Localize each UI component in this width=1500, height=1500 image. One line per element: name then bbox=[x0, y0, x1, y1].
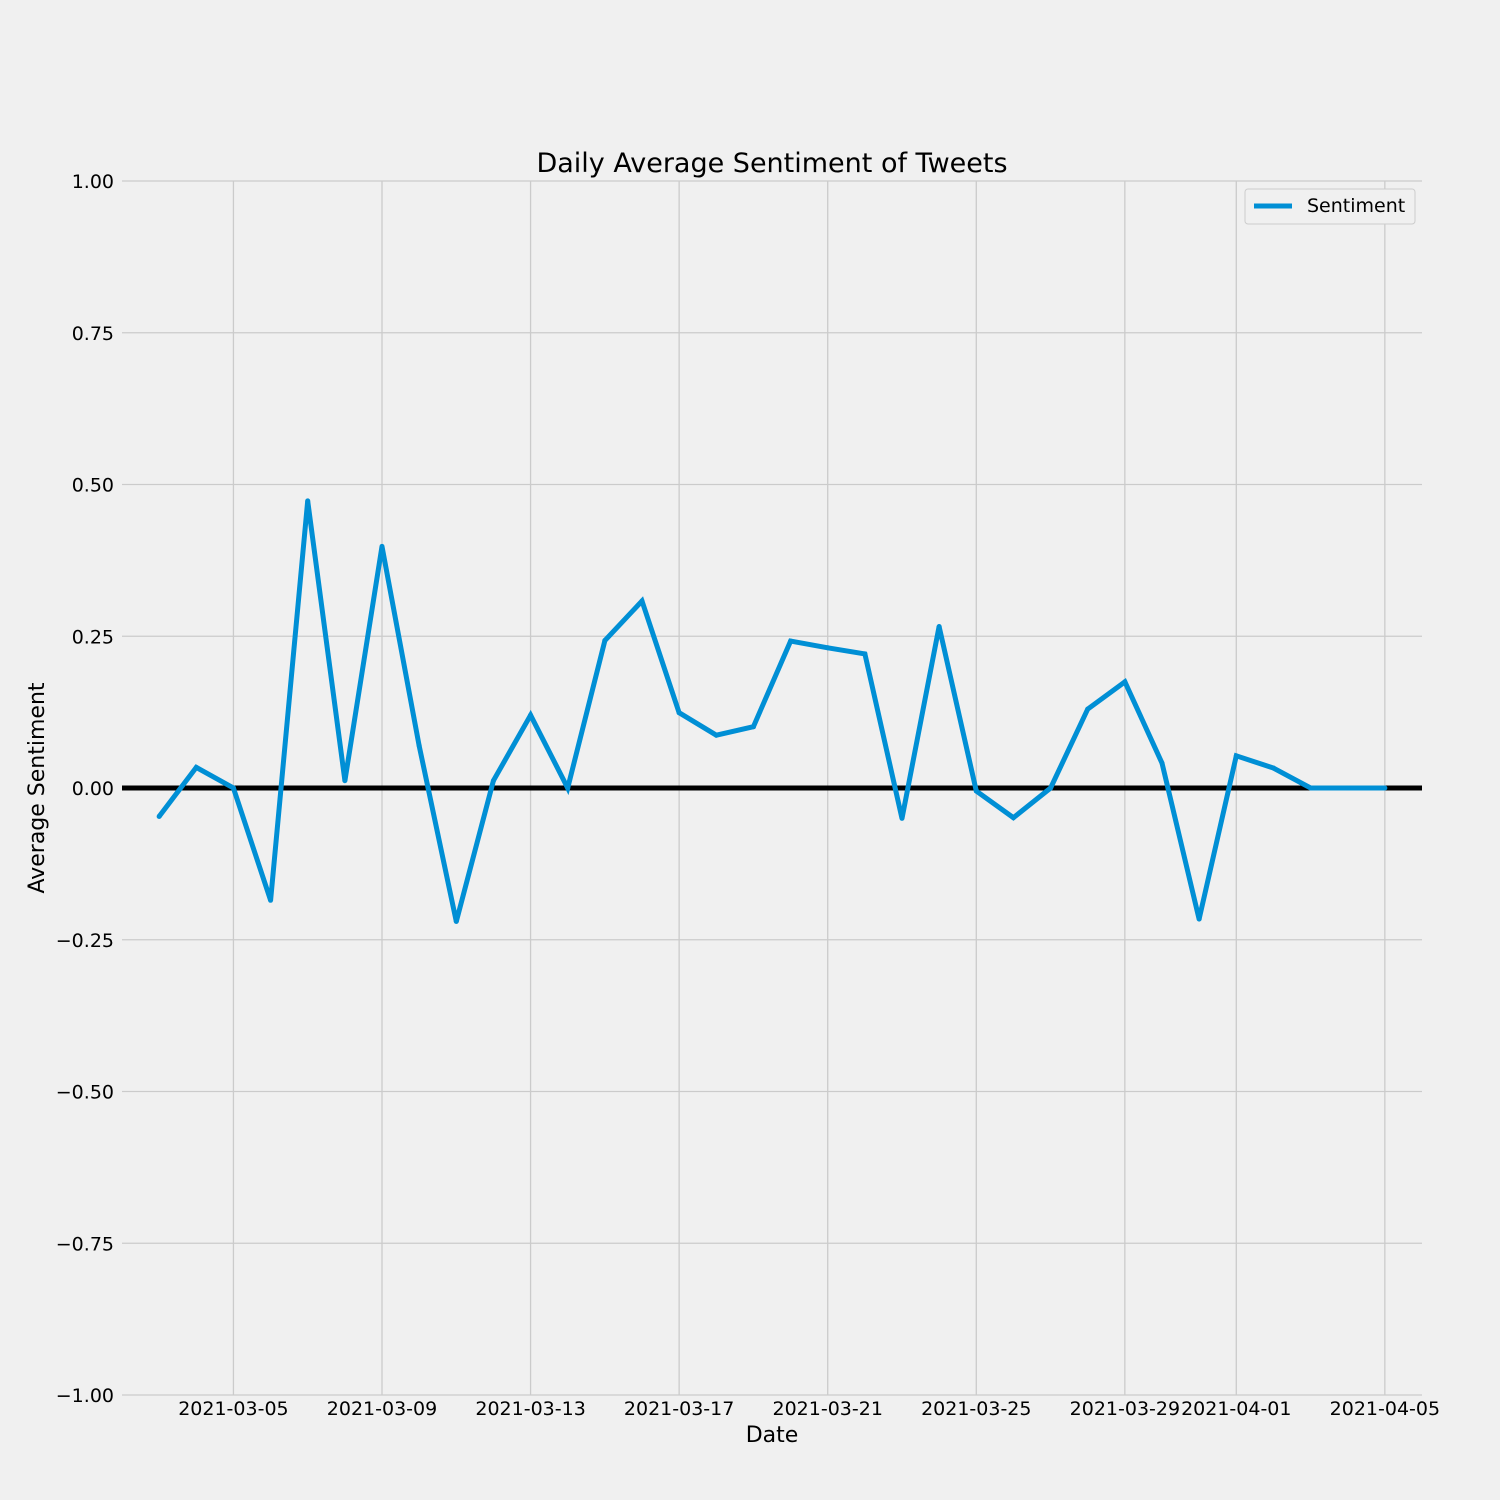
data-point bbox=[1233, 753, 1239, 759]
x-tick-label: 2021-04-01 bbox=[1181, 1398, 1291, 1420]
data-point bbox=[379, 543, 385, 549]
data-point bbox=[1308, 785, 1314, 791]
data-point bbox=[862, 651, 868, 657]
y-tick-label: 1.00 bbox=[72, 171, 114, 193]
data-point bbox=[1085, 706, 1091, 712]
y-tick-label: 0.50 bbox=[72, 475, 114, 497]
y-tick-label: −0.75 bbox=[56, 1233, 114, 1255]
y-tick-label: 0.00 bbox=[72, 778, 114, 800]
data-point bbox=[788, 638, 794, 644]
data-point bbox=[973, 788, 979, 794]
x-tick-labels: 2021-03-05 2021-03-09 2021-03-13 2021-03-17… bbox=[178, 1398, 1440, 1420]
x-tick-label: 2021-03-29 bbox=[1070, 1398, 1180, 1420]
data-point bbox=[1122, 679, 1128, 685]
chart-title: Daily Average Sentiment of Tweets bbox=[536, 148, 1007, 179]
data-point bbox=[1382, 785, 1388, 791]
data-point bbox=[305, 498, 311, 504]
x-tick-label: 2021-03-05 bbox=[178, 1398, 288, 1420]
data-point bbox=[713, 732, 719, 738]
data-point bbox=[639, 598, 645, 604]
data-point bbox=[899, 815, 905, 821]
data-point bbox=[676, 710, 682, 716]
series-line-sentiment bbox=[157, 500, 1385, 923]
data-point bbox=[268, 897, 274, 903]
x-tick-label: 2021-03-09 bbox=[327, 1398, 437, 1420]
x-tick-label: 2021-03-13 bbox=[475, 1398, 585, 1420]
data-point bbox=[156, 814, 162, 820]
y-tick-labels: 1.00 0.75 0.50 0.25 0.00 −0.25 −0.50 −0.75 −1.00 bbox=[56, 171, 114, 1407]
data-point bbox=[565, 785, 571, 791]
data-point bbox=[193, 764, 199, 770]
y-tick-label: −1.00 bbox=[56, 1385, 114, 1407]
x-tick-label: 2021-03-21 bbox=[773, 1398, 883, 1420]
x-tick-label: 2021-03-25 bbox=[921, 1398, 1031, 1420]
data-point bbox=[602, 637, 608, 643]
data-point bbox=[528, 712, 534, 718]
data-point bbox=[936, 624, 942, 630]
data-point bbox=[750, 724, 756, 730]
data-point bbox=[1159, 760, 1165, 766]
data-point bbox=[230, 785, 236, 791]
legend-label-sentiment: Sentiment bbox=[1307, 195, 1405, 217]
legend-box bbox=[1244, 188, 1416, 225]
series-layer bbox=[156, 498, 1388, 925]
data-point bbox=[453, 919, 459, 925]
data-point bbox=[490, 778, 496, 784]
data-point bbox=[825, 645, 831, 651]
data-point bbox=[1270, 765, 1276, 771]
legend: Sentiment bbox=[1244, 188, 1416, 225]
x-tick-label: 2021-04-05 bbox=[1330, 1398, 1440, 1420]
data-point bbox=[1048, 785, 1054, 791]
y-tick-label: 0.25 bbox=[72, 626, 114, 648]
y-axis-title: Average Sentiment bbox=[25, 682, 50, 893]
data-point bbox=[416, 743, 422, 749]
data-point bbox=[1345, 785, 1351, 791]
data-point bbox=[1010, 815, 1016, 821]
y-tick-label: −0.50 bbox=[56, 1082, 114, 1104]
x-tick-label: 2021-03-17 bbox=[624, 1398, 734, 1420]
y-tick-label: −0.25 bbox=[56, 930, 114, 952]
y-tick-label: 0.75 bbox=[72, 323, 114, 345]
data-point bbox=[342, 778, 348, 784]
data-point bbox=[1196, 916, 1202, 922]
x-axis-title: Date bbox=[746, 1423, 799, 1448]
